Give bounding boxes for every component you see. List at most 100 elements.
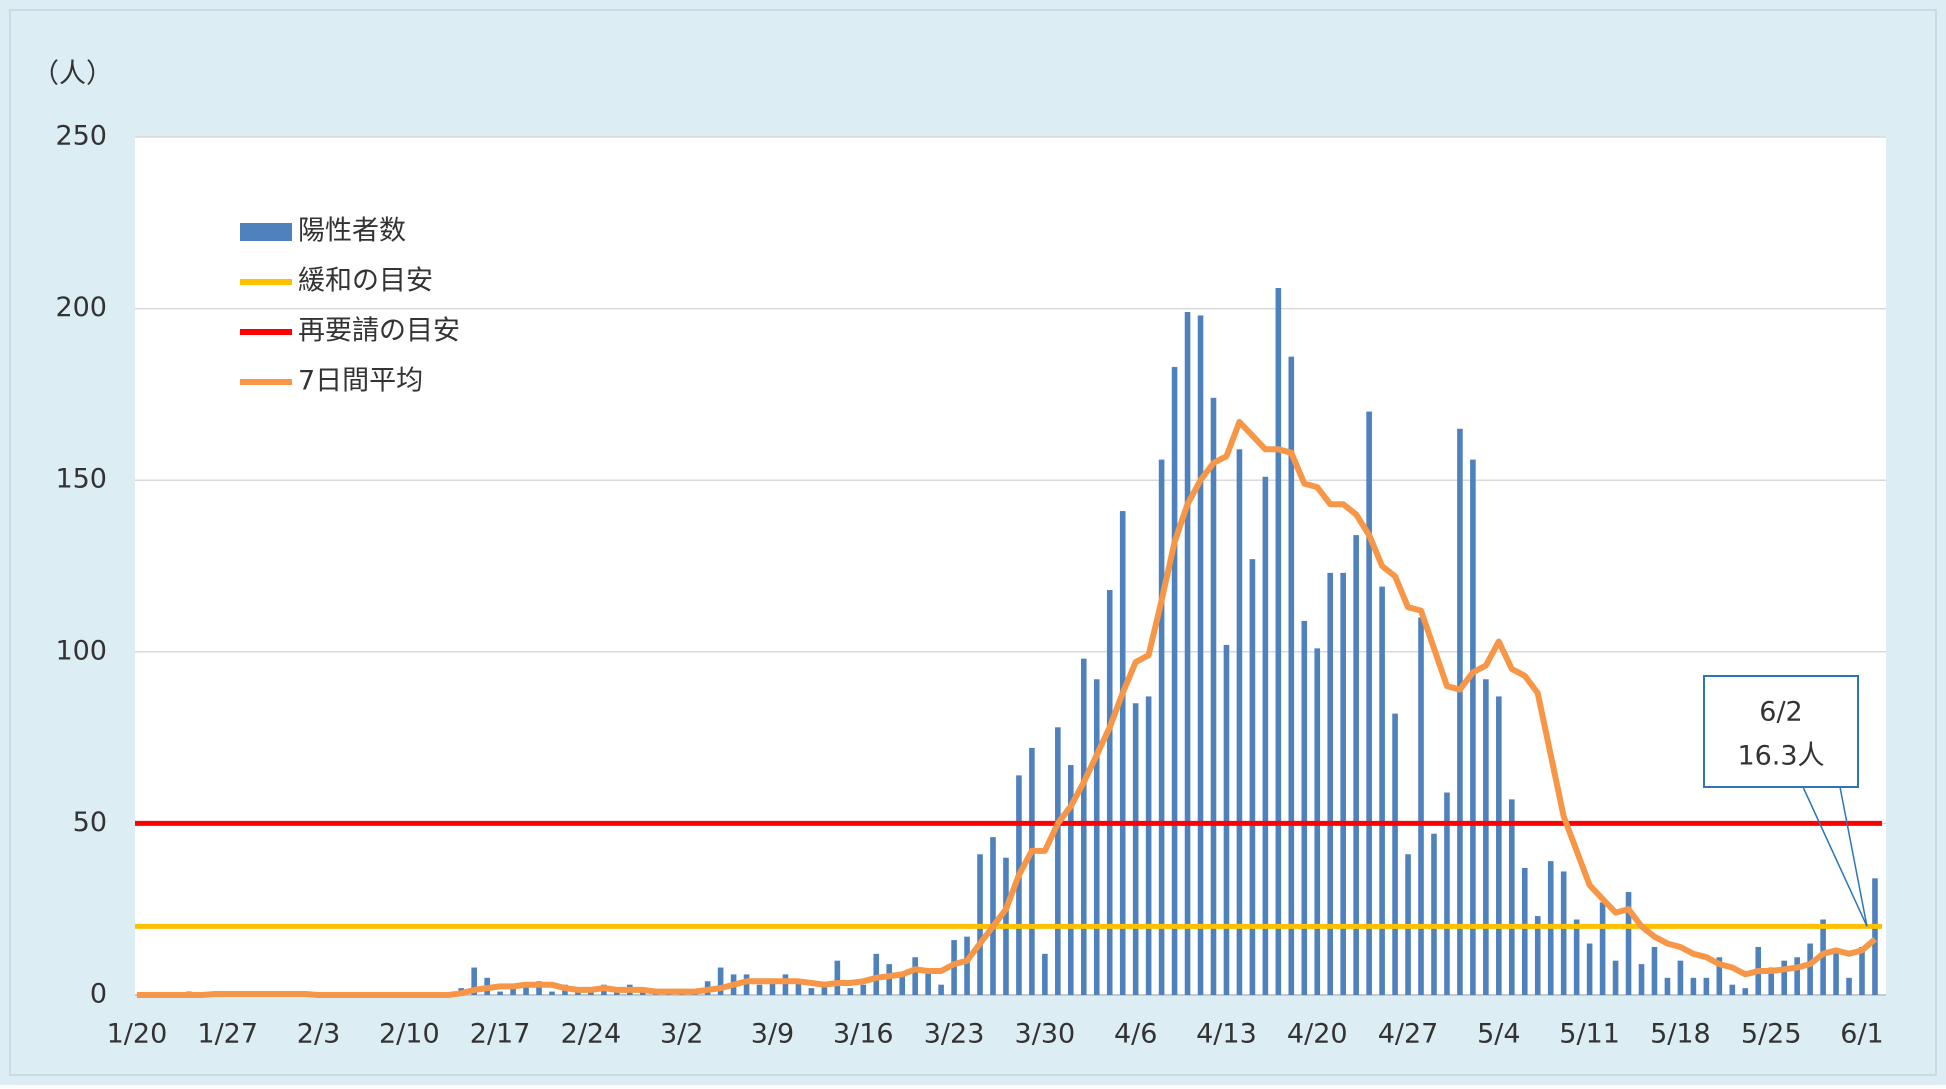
- bar: [1223, 644, 1230, 995]
- bar: [510, 988, 516, 995]
- y-tick-label: 250: [55, 121, 107, 152]
- y-tick-label: 200: [55, 292, 107, 323]
- bar: [523, 984, 529, 995]
- legend-swatch: [240, 223, 292, 241]
- bar: [834, 960, 841, 995]
- x-tick-label: 5/11: [1559, 1019, 1620, 1050]
- x-tick-label: 5/18: [1650, 1019, 1711, 1050]
- bar: [1483, 679, 1489, 995]
- bar: [1262, 476, 1269, 995]
- bar: [1392, 713, 1398, 995]
- bar: [1496, 696, 1502, 995]
- bar: [1509, 799, 1515, 995]
- y-tick-label: 100: [55, 635, 107, 666]
- bar: [1016, 775, 1022, 995]
- bar: [1418, 617, 1424, 995]
- bar: [1080, 658, 1087, 995]
- x-tick-label: 6/1: [1840, 1019, 1883, 1050]
- bar: [549, 991, 555, 995]
- x-tick-label: 2/3: [297, 1019, 340, 1050]
- bar: [1833, 950, 1839, 995]
- x-tick-label: 3/9: [751, 1019, 794, 1050]
- bar: [717, 967, 724, 995]
- x-tick-label: 2/17: [470, 1019, 531, 1050]
- bar: [821, 984, 828, 995]
- y-tick-label: 150: [55, 464, 107, 495]
- bar: [886, 964, 893, 995]
- bar: [1340, 572, 1346, 995]
- bar: [614, 991, 620, 995]
- bar: [1573, 919, 1580, 995]
- y-tick-label: 0: [90, 979, 107, 1010]
- x-tick-label: 3/30: [1015, 1019, 1076, 1050]
- bar: [873, 953, 880, 995]
- bar: [1807, 943, 1813, 995]
- bar: [1716, 957, 1723, 995]
- bar: [1638, 964, 1645, 995]
- y-axis-label: （人）: [32, 59, 113, 90]
- bar: [964, 936, 970, 995]
- x-tick-label: 5/4: [1477, 1019, 1520, 1050]
- legend-label: 緩和の目安: [298, 266, 433, 297]
- bar: [1781, 960, 1787, 995]
- x-tick-label: 1/20: [107, 1019, 168, 1050]
- x-tick-label: 5/25: [1741, 1019, 1802, 1050]
- bar: [1846, 977, 1852, 995]
- x-tick-label: 4/6: [1114, 1019, 1157, 1050]
- bar: [1872, 878, 1878, 995]
- x-tick-label: 2/24: [561, 1019, 622, 1050]
- bar: [1651, 946, 1658, 995]
- bar: [938, 984, 944, 995]
- bar: [1145, 696, 1152, 995]
- callout-pointer: [1802, 786, 1868, 927]
- bar: [899, 974, 905, 995]
- bar: [1859, 946, 1865, 995]
- bar: [1768, 967, 1775, 995]
- bar: [1379, 586, 1385, 995]
- bar: [743, 974, 750, 995]
- bar: [1236, 449, 1243, 995]
- bar: [1353, 535, 1359, 995]
- bar: [1677, 960, 1684, 995]
- bar: [1249, 559, 1256, 995]
- bar: [588, 991, 594, 995]
- bar: [1366, 411, 1372, 995]
- bar: [1275, 288, 1282, 995]
- bar: [1521, 868, 1528, 995]
- bar: [860, 984, 867, 995]
- bar: [1664, 977, 1671, 995]
- bar: [1132, 703, 1139, 995]
- x-tick-label: 4/13: [1196, 1019, 1257, 1050]
- bar: [1327, 572, 1334, 995]
- bar: [1742, 988, 1749, 995]
- bar: [1119, 511, 1126, 995]
- average-line: [136, 418, 1877, 998]
- legend-label: 陽性者数: [298, 216, 406, 247]
- x-tick-label: 4/20: [1287, 1019, 1348, 1050]
- bar: [1029, 747, 1035, 995]
- bar: [1158, 459, 1165, 995]
- callout-box: [1703, 675, 1859, 788]
- bar: [990, 837, 996, 995]
- bar: [1794, 957, 1800, 995]
- bar: [1106, 590, 1113, 995]
- x-tick-label: 3/2: [660, 1019, 703, 1050]
- bar: [1301, 620, 1308, 995]
- callout-text: 16.3人: [1737, 741, 1824, 772]
- bar: [536, 981, 542, 995]
- bar: [1171, 366, 1178, 996]
- callout-pointer: [1839, 786, 1868, 927]
- bar: [1612, 960, 1619, 995]
- bar: [1042, 953, 1048, 995]
- x-tick-label: 4/27: [1378, 1019, 1439, 1050]
- bar: [1431, 833, 1437, 995]
- bar: [1457, 428, 1463, 996]
- bar: [756, 984, 763, 995]
- bar: [1288, 356, 1295, 995]
- callout-text: 6/2: [1759, 697, 1802, 728]
- bar: [808, 988, 815, 995]
- x-tick-label: 3/16: [833, 1019, 894, 1050]
- bar: [1690, 977, 1697, 995]
- legend-label: 再要請の目安: [298, 316, 460, 347]
- bar: [912, 957, 918, 995]
